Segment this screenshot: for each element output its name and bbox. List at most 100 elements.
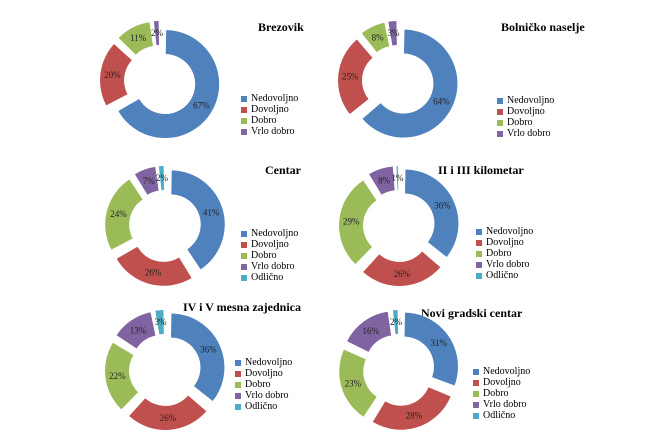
legend-item: Dovoljno [473, 377, 530, 388]
legend-label: Nedovoljno [251, 228, 299, 239]
donut-chart-panel: Bolničko naselje 64% 25% 8% 3% Nedovoljno Dovo… [333, 15, 585, 155]
legend-label: Dobro [245, 379, 271, 390]
legend-swatch [476, 228, 482, 235]
legend-swatch [497, 108, 503, 115]
legend-item: Dovoljno [476, 237, 533, 248]
donut-chart: 64% 25% 8% 3% [338, 21, 458, 138]
donut-slice [361, 22, 390, 53]
chart-legend: Nedovoljno Dovoljno Dobro Vrlo dobro Odlično [241, 228, 298, 283]
legend-item: Nedovoljno [241, 228, 298, 239]
legend-label: Odlično [483, 410, 516, 421]
donut-slice [116, 312, 156, 349]
legend-label: Odlično [486, 270, 519, 281]
slice-data-label: 41% [203, 208, 220, 218]
legend-item: Vrlo dobro [235, 390, 292, 401]
donut-chart-panel: Centar 41% 26% 24% 7% 2% Nedovoljno Dovoljno Dob… [95, 158, 325, 298]
slice-data-label: 11% [130, 33, 147, 43]
legend-label: Dovoljno [245, 368, 283, 379]
legend-item: Nedovoljno [497, 95, 554, 106]
slice-data-label: 23% [345, 378, 362, 388]
legend-label: Dobro [486, 248, 512, 259]
slice-data-label: 16% [363, 326, 380, 336]
slice-data-label: 64% [433, 96, 450, 106]
legend-label: Odlično [245, 401, 278, 412]
legend-label: Nedovoljno [507, 95, 555, 106]
chart-legend: Nedovoljno Dovoljno Dobro Vrlo dobro [241, 93, 298, 137]
legend-label: Dobro [507, 117, 533, 128]
legend-item: Nedovoljno [235, 357, 292, 368]
slice-data-label: 1% [391, 173, 404, 183]
legend-item: Dobro [497, 117, 554, 128]
legend-item: Odlično [473, 410, 530, 421]
legend-item: Dobro [476, 248, 533, 259]
slice-data-label: 3% [387, 28, 400, 38]
legend-label: Vrlo dobro [251, 261, 295, 272]
legend-swatch [476, 250, 482, 257]
donut-slice [155, 310, 164, 335]
legend-label: Odlično [251, 272, 284, 283]
legend-swatch [235, 392, 241, 399]
legend-item: Odlično [476, 270, 533, 281]
legend-label: Vrlo dobro [483, 399, 527, 410]
legend-label: Nedovoljno [245, 357, 293, 368]
donut-chart: 36% 26% 29% 8% 1% [339, 166, 459, 286]
chart-title: Centar [265, 163, 301, 177]
slice-data-label: 13% [130, 325, 147, 335]
slice-data-label: 28% [406, 411, 423, 421]
donut-slice [100, 44, 132, 106]
slice-data-label: 2% [156, 173, 169, 183]
legend-swatch [241, 95, 247, 102]
legend-item: Dovoljno [497, 106, 554, 117]
slice-data-label: 26% [160, 413, 177, 423]
donut-chart: 41% 26% 24% 7% 2% [105, 166, 225, 286]
chart-title: Novi gradski centar [421, 306, 523, 320]
slice-data-label: 2% [151, 28, 164, 38]
donut-slice [118, 30, 220, 139]
chart-legend: Nedovoljno Dovoljno Dobro Vrlo dobro [497, 95, 554, 139]
donut-slice [171, 313, 225, 402]
donut-slice [372, 387, 451, 430]
legend-swatch [241, 128, 247, 135]
chart-title: II i III kilometar [438, 163, 524, 177]
legend-label: Nedovoljno [483, 366, 531, 377]
donut-chart-panel: IV i V mesna zajednica 36% 26% 22% 13% 3% Nedo… [95, 300, 325, 440]
legend-item: Nedovoljno [241, 93, 298, 104]
slice-data-label: 24% [110, 209, 127, 219]
legend-swatch [497, 130, 503, 137]
legend-swatch [473, 368, 479, 375]
slice-data-label: 67% [193, 100, 210, 110]
donut-chart: 67% 20% 11% 2% [100, 21, 220, 139]
legend-label: Dobro [483, 388, 509, 399]
legend-swatch [476, 272, 482, 279]
slice-data-label: 22% [109, 371, 126, 381]
chart-title: IV i V mesna zajednica [183, 300, 302, 314]
donut-slice [405, 169, 459, 258]
legend-label: Dovoljno [486, 237, 524, 248]
legend-swatch [497, 119, 503, 126]
legend-swatch [473, 412, 479, 419]
donut-slice [105, 179, 143, 250]
donut-slice [388, 21, 397, 46]
slice-data-label: 36% [434, 201, 451, 211]
slice-data-label: 26% [394, 269, 411, 279]
slice-data-label: 7% [143, 176, 156, 186]
donut-chart: 31% 28% 23% 16% 2% [339, 310, 458, 430]
legend-swatch [235, 381, 241, 388]
donut-slice [404, 312, 458, 386]
donut-slice [118, 22, 153, 55]
legend-item: Dobro [473, 388, 530, 399]
donut-slice [153, 21, 160, 46]
chart-legend: Nedovoljno Dovoljno Dobro Vrlo dobro Odlično [473, 366, 530, 421]
legend-label: Dovoljno [507, 106, 545, 117]
legend-swatch [235, 370, 241, 377]
donut-chart-panel: Brezovik 67% 20% 11% 2% Nedovoljno Dovoljno Dob… [95, 15, 325, 155]
donut-slice [396, 166, 399, 191]
slice-data-label: 25% [342, 71, 359, 81]
legend-item: Nedovoljno [476, 226, 533, 237]
legend-swatch [241, 106, 247, 113]
legend-item: Odlično [241, 272, 298, 283]
legend-label: Nedovoljno [486, 226, 534, 237]
legend-label: Dobro [251, 250, 277, 261]
legend-label: Vrlo dobro [486, 259, 530, 270]
legend-swatch [241, 274, 247, 281]
